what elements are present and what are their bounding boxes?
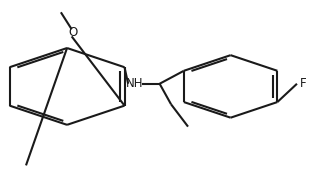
Text: NH: NH xyxy=(126,77,144,90)
Text: O: O xyxy=(69,26,78,39)
Text: F: F xyxy=(300,77,307,90)
